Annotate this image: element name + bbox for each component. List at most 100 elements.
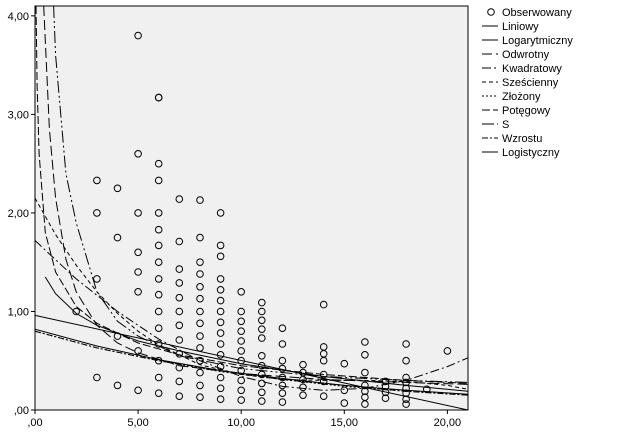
observed-point — [196, 233, 204, 242]
observed-point — [402, 340, 410, 348]
observed-point — [154, 373, 163, 382]
legend-item: Odwrotny — [482, 49, 550, 61]
observed-point — [381, 394, 390, 403]
observed-point — [216, 209, 225, 217]
observed-point — [175, 307, 184, 316]
legend-label: Złożony — [502, 91, 541, 103]
observed-point — [175, 293, 184, 302]
observed-point — [154, 324, 163, 333]
observed-point — [237, 386, 245, 395]
observed-point — [258, 370, 266, 379]
x-tick-label: 5,00 — [127, 417, 148, 429]
observed-point — [113, 233, 122, 242]
observed-point — [113, 184, 122, 193]
observed-point — [258, 298, 266, 307]
observed-point — [113, 381, 122, 390]
legend-item: Liniowy — [482, 21, 539, 33]
observed-point — [278, 356, 287, 365]
legend-label: Liniowy — [502, 21, 539, 33]
observed-point — [175, 336, 184, 344]
observed-point — [237, 317, 245, 326]
observed-point — [402, 356, 410, 365]
observed-point — [258, 352, 266, 360]
observed-point — [196, 319, 204, 328]
observed-point — [278, 398, 287, 406]
legend-item: Złożony — [482, 91, 541, 103]
legend-label: Obserwowany — [502, 7, 572, 19]
observed-point — [175, 321, 184, 330]
legend-item: Kwadratowy — [482, 63, 562, 75]
legend-item: Obserwowany — [487, 7, 572, 19]
observed-point — [237, 337, 245, 345]
legend-label: Wzrostu — [502, 133, 542, 145]
legend-label: Potęgowy — [502, 105, 551, 117]
y-tick-label: 2,00 — [8, 208, 29, 220]
plot-area — [34, 5, 469, 411]
observed-point — [258, 379, 266, 388]
observed-point — [340, 386, 349, 395]
legend-item: Potęgowy — [482, 105, 551, 117]
observed-point — [154, 241, 163, 250]
observed-point — [237, 396, 245, 404]
fit-line-odwrotny — [43, 6, 468, 385]
legend-item: Sześcienny — [482, 77, 559, 89]
observed-point — [278, 340, 287, 348]
legend-label: Sześcienny — [502, 77, 559, 89]
legend-item: S — [482, 119, 509, 131]
observed-point — [299, 375, 307, 384]
observed-point — [154, 307, 163, 316]
observed-point — [299, 383, 307, 392]
observed-point — [134, 288, 142, 296]
observed-point — [216, 318, 225, 327]
x-tick-label: 10,00 — [227, 417, 255, 429]
observed-point — [216, 241, 225, 250]
y-axis: ,00 1,00 2,00 3,00 4,00 — [8, 11, 35, 417]
observed-point — [196, 381, 204, 390]
observed-point — [216, 252, 225, 261]
observed-point — [175, 195, 184, 203]
observed-point — [154, 225, 163, 234]
observed-point — [361, 338, 369, 346]
observed-point — [134, 150, 142, 158]
legend-item: Wzrostu — [482, 133, 542, 145]
observed-point — [134, 209, 142, 217]
observed-point — [216, 373, 225, 382]
x-tick-label: ,00 — [27, 417, 42, 429]
y-tick-label: ,00 — [14, 405, 29, 417]
legend-label: S — [502, 119, 509, 131]
observed-point — [93, 373, 101, 382]
observed-point — [154, 275, 163, 283]
legend-marker — [487, 8, 495, 16]
fit-line-sześcienny — [35, 197, 468, 390]
observed-point — [402, 395, 410, 404]
fit-lines — [35, 6, 468, 410]
observed-point — [340, 359, 349, 368]
observed-point — [134, 248, 142, 257]
x-tick-label: 15,00 — [331, 417, 359, 429]
observed-point — [175, 237, 184, 246]
observed-point — [216, 307, 225, 316]
observed-point — [278, 381, 287, 390]
x-tick-label: 20,00 — [434, 417, 462, 429]
observed-point — [319, 392, 328, 401]
observed-point — [175, 377, 184, 386]
observed-point — [237, 288, 245, 296]
fit-line-s — [53, 6, 468, 383]
observed-point — [216, 286, 225, 294]
legend-label: Odwrotny — [502, 49, 550, 61]
y-tick-label: 1,00 — [8, 306, 29, 318]
observed-point — [237, 347, 245, 355]
observed-point — [216, 329, 225, 337]
observed-point — [196, 270, 204, 278]
observed-point — [154, 290, 163, 299]
observed-point — [93, 209, 101, 217]
observed-point — [93, 176, 101, 185]
fit-line-logistyczny — [35, 328, 468, 395]
observed-point — [278, 389, 287, 398]
observed-point — [258, 334, 266, 342]
observed-point — [361, 351, 369, 359]
observed-point — [154, 93, 163, 102]
observed-point — [216, 340, 225, 348]
observed-point — [154, 159, 163, 168]
observed-point — [175, 265, 184, 273]
